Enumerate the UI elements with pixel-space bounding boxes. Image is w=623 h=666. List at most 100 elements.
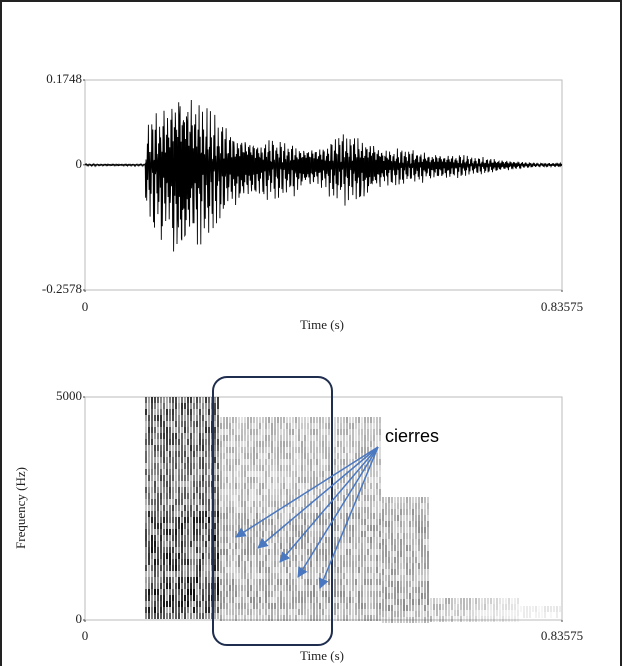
- spectral-energy: [193, 475, 195, 481]
- spectral-energy: [322, 549, 324, 555]
- spectral-energy: [400, 527, 402, 533]
- spectral-energy: [217, 469, 219, 475]
- spectral-energy: [319, 417, 321, 423]
- spectral-energy: [157, 457, 159, 463]
- spectral-energy: [160, 433, 162, 439]
- spectral-energy: [304, 549, 306, 555]
- spectral-energy: [178, 511, 180, 517]
- spectral-energy: [343, 423, 345, 429]
- spectral-energy: [418, 557, 420, 563]
- spectral-energy: [151, 547, 153, 553]
- spectral-energy: [307, 429, 309, 435]
- spectral-energy: [223, 447, 225, 453]
- spectral-energy: [310, 543, 312, 549]
- spectral-energy: [418, 509, 420, 515]
- spectral-energy: [280, 477, 282, 483]
- spectral-energy: [148, 589, 150, 595]
- spectral-energy: [235, 459, 237, 465]
- spectral-energy: [184, 463, 186, 469]
- spectral-energy: [160, 415, 162, 421]
- y-tick-label: 5000: [56, 388, 82, 403]
- spectral-energy: [517, 604, 519, 610]
- spectral-energy: [226, 561, 228, 567]
- spectral-energy: [400, 599, 402, 605]
- spectral-energy: [268, 603, 270, 609]
- spectral-energy: [163, 493, 165, 499]
- spectral-energy: [271, 597, 273, 603]
- spectral-energy: [205, 397, 207, 403]
- spectral-energy: [292, 597, 294, 603]
- spectral-energy: [175, 547, 177, 553]
- spectral-energy: [451, 604, 453, 610]
- spectral-energy: [271, 573, 273, 579]
- spectral-energy: [262, 465, 264, 471]
- spectral-energy: [274, 429, 276, 435]
- spectral-energy: [277, 435, 279, 441]
- spectral-energy: [184, 451, 186, 457]
- spectral-energy: [250, 435, 252, 441]
- spectral-energy: [334, 567, 336, 573]
- spectral-energy: [253, 423, 255, 429]
- spectral-energy: [163, 499, 165, 505]
- spectral-energy: [334, 507, 336, 513]
- spectral-energy: [442, 604, 444, 610]
- spectral-energy: [226, 603, 228, 609]
- spectral-energy: [181, 541, 183, 547]
- spectral-energy: [157, 565, 159, 571]
- spectral-energy: [376, 603, 378, 609]
- spectral-energy: [232, 573, 234, 579]
- spectral-energy: [304, 429, 306, 435]
- spectral-energy: [175, 433, 177, 439]
- spectral-energy: [253, 561, 255, 567]
- spectral-energy: [355, 507, 357, 513]
- spectral-energy: [271, 585, 273, 591]
- spectral-energy: [367, 501, 369, 507]
- y-tick-label: 0.1748: [46, 71, 82, 86]
- spectral-energy: [319, 477, 321, 483]
- spectral-energy: [166, 439, 168, 445]
- spectral-energy: [172, 463, 174, 469]
- spectral-energy: [250, 477, 252, 483]
- spectral-energy: [154, 463, 156, 469]
- spectral-energy: [199, 499, 201, 505]
- spectral-energy: [292, 453, 294, 459]
- spectral-energy: [160, 463, 162, 469]
- spectral-energy: [310, 585, 312, 591]
- spectral-energy: [385, 521, 387, 527]
- spectral-energy: [190, 523, 192, 529]
- spectral-energy: [286, 489, 288, 495]
- spectral-energy: [328, 513, 330, 519]
- spectral-energy: [343, 447, 345, 453]
- spectral-energy: [169, 397, 171, 403]
- spectral-energy: [154, 613, 156, 619]
- spectral-energy: [229, 579, 231, 585]
- spectral-energy: [223, 591, 225, 597]
- spectral-energy: [151, 583, 153, 589]
- spectral-energy: [406, 569, 408, 575]
- spectral-energy: [241, 417, 243, 423]
- spectral-energy: [256, 573, 258, 579]
- spectral-energy: [151, 475, 153, 481]
- spectral-energy: [244, 501, 246, 507]
- spectral-energy: [340, 585, 342, 591]
- spectral-energy: [268, 615, 270, 621]
- spectral-energy: [370, 525, 372, 531]
- spectral-energy: [178, 547, 180, 553]
- spectral-energy: [196, 613, 198, 619]
- spectral-energy: [271, 489, 273, 495]
- spectral-energy: [184, 589, 186, 595]
- spectral-energy: [358, 585, 360, 591]
- spectral-energy: [298, 435, 300, 441]
- spectral-energy: [394, 599, 396, 605]
- spectral-energy: [202, 607, 204, 613]
- spectral-energy: [232, 465, 234, 471]
- spectral-energy: [328, 447, 330, 453]
- spectral-energy: [274, 525, 276, 531]
- spectral-energy: [259, 591, 261, 597]
- spectral-energy: [427, 539, 429, 545]
- spectral-energy: [160, 457, 162, 463]
- spectral-energy: [256, 477, 258, 483]
- spectral-energy: [367, 591, 369, 597]
- spectral-energy: [271, 579, 273, 585]
- spectral-energy: [289, 513, 291, 519]
